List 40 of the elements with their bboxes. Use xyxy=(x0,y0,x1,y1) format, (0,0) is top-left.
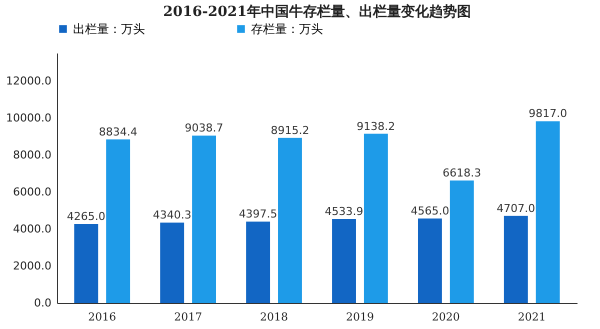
y-tick-label: 2000.0 xyxy=(13,259,52,272)
data-label: 6618.3 xyxy=(442,166,482,180)
data-label: 4565.0 xyxy=(410,204,450,218)
bar xyxy=(418,218,442,303)
bar xyxy=(278,138,302,303)
chart-title: 2016-2021年中国牛存栏量、出栏量变化趋势图 xyxy=(163,3,471,20)
bar xyxy=(504,216,528,303)
bar xyxy=(332,219,356,303)
data-label: 8915.2 xyxy=(270,124,310,137)
bar xyxy=(536,121,560,303)
x-tick-label: 2017 xyxy=(174,310,202,324)
x-tick-label: 2016 xyxy=(88,310,116,324)
data-label: 4707.0 xyxy=(496,202,536,215)
data-label: 4265.0 xyxy=(66,210,106,224)
data-label: 4340.3 xyxy=(152,208,192,222)
x-tick-label: 2021 xyxy=(518,310,546,324)
bar xyxy=(192,136,216,303)
bar xyxy=(364,134,388,303)
bar xyxy=(450,180,474,303)
y-tick-label: 8000.0 xyxy=(13,148,52,162)
bar xyxy=(160,222,184,303)
bar xyxy=(106,139,130,303)
data-label: 9038.7 xyxy=(184,122,224,135)
y-tick-label: 10000.0 xyxy=(6,111,52,124)
x-tick-label: 2018 xyxy=(260,310,288,324)
bar xyxy=(246,222,270,303)
data-label: 4533.9 xyxy=(324,205,364,218)
y-tick-label: 0.0 xyxy=(34,296,52,310)
x-tick-label: 2020 xyxy=(432,310,460,324)
legend-label: 存栏量：万头 xyxy=(251,22,323,36)
legend-label: 出栏量：万头 xyxy=(73,22,145,36)
y-tick-label: 12000.0 xyxy=(6,74,52,88)
y-tick-label: 4000.0 xyxy=(13,222,52,236)
data-label: 8834.4 xyxy=(98,125,138,138)
y-tick-label: 6000.0 xyxy=(13,185,52,198)
data-label: 9817.0 xyxy=(528,107,568,120)
bar xyxy=(74,224,98,303)
data-label: 9138.2 xyxy=(356,120,396,133)
x-tick-label: 2019 xyxy=(346,310,374,324)
data-label: 4397.5 xyxy=(238,208,278,221)
